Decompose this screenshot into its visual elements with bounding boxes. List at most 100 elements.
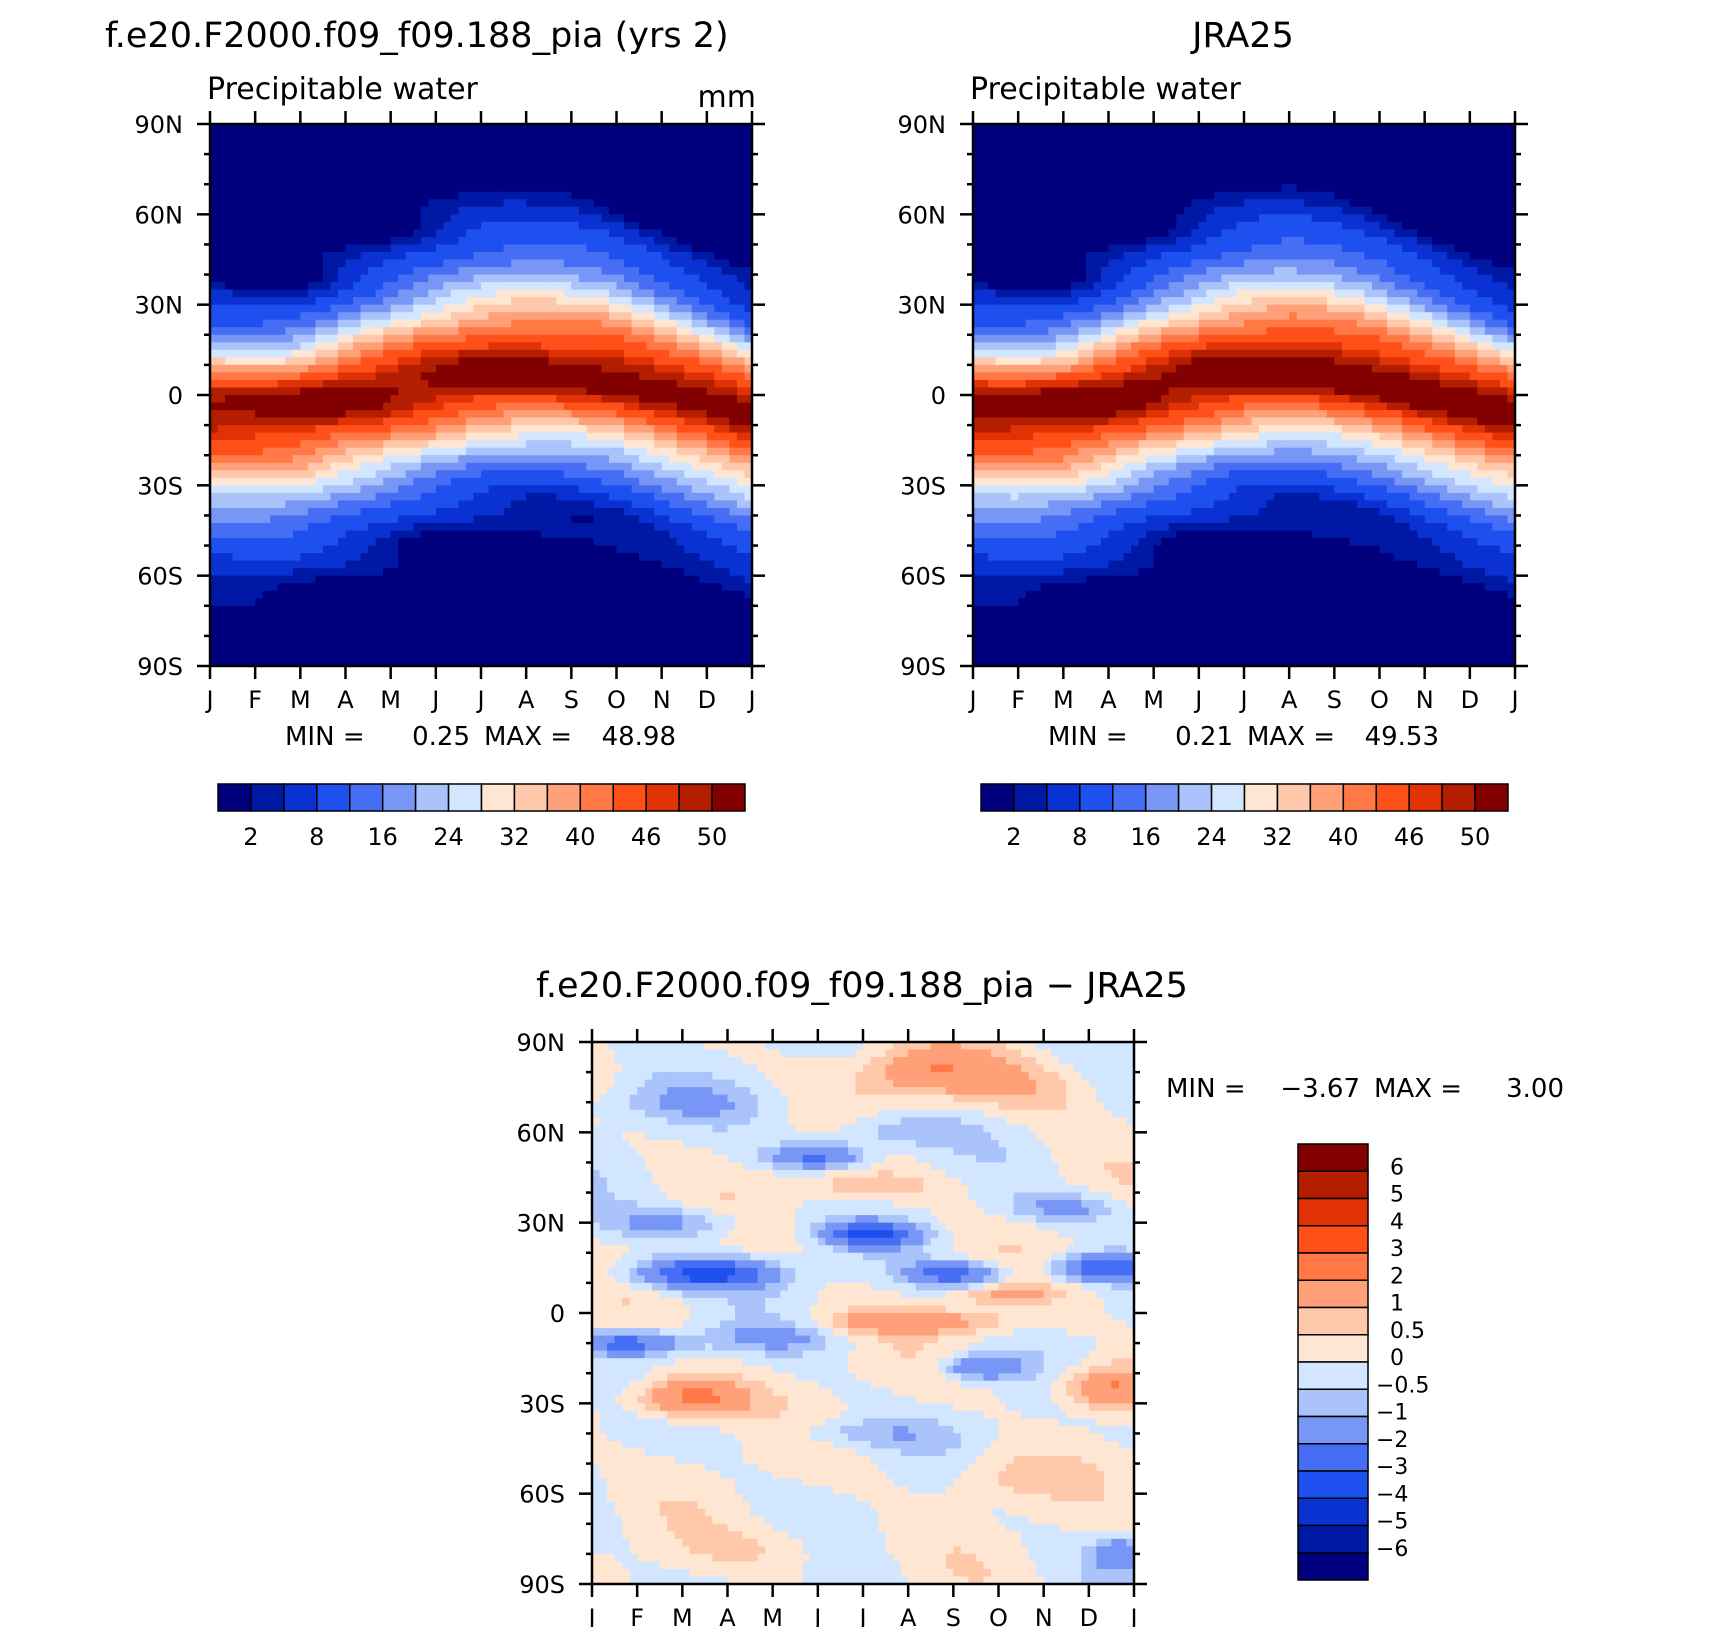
panel-model-cell (383, 613, 392, 622)
panel-model-cell (744, 327, 753, 336)
panel-model-cell (232, 440, 241, 449)
panel-model-cell (375, 635, 384, 645)
panel-model-cell (225, 221, 234, 230)
panel-model-cell (691, 553, 700, 562)
panel-model-cell (676, 553, 685, 562)
panel-model-cell (518, 477, 527, 486)
panel-model-cell (586, 244, 595, 253)
panel-model-cell (526, 297, 535, 306)
panel-model-cell (210, 161, 219, 170)
panel-model-cell (744, 620, 753, 629)
panel-model-cell (383, 251, 392, 261)
panel-model-cell (337, 124, 347, 133)
panel-model-cell (307, 470, 316, 479)
panel-model-cell (375, 560, 384, 569)
panel-model-cell (571, 590, 580, 599)
panel-model-cell (315, 447, 324, 456)
panel-model-cell (706, 364, 715, 374)
panel-model-cell (345, 432, 354, 441)
panel-model-cell (684, 304, 693, 313)
panel-model-cell (353, 432, 362, 441)
panel-model-cell (353, 613, 362, 622)
panel-model-cell (571, 304, 580, 313)
panel-model-cell (473, 485, 482, 494)
panel-model-cell (450, 635, 460, 645)
panel-model-cell (413, 477, 422, 486)
panel-model-cell (300, 477, 309, 486)
panel-model-cell (601, 364, 610, 374)
panel-model-cell (541, 334, 550, 343)
panel-model-cell (729, 379, 738, 389)
panel-model-cell (586, 583, 595, 592)
panel-model-cell (541, 432, 550, 441)
panel-model-cell (669, 251, 678, 261)
panel-model-cell (270, 387, 279, 396)
panel-model-cell (360, 447, 369, 456)
panel-model-cell (526, 184, 535, 193)
panel-model-cell (556, 357, 565, 366)
panel-model-cell (390, 229, 399, 238)
panel-model-cell (608, 613, 618, 622)
panel-model-cell (548, 635, 557, 645)
panel-model-cell (383, 342, 392, 351)
panel-model-cell (631, 583, 640, 592)
panel-model-cell (428, 522, 437, 532)
panel-model-cell (270, 575, 279, 584)
panel-model-cell (285, 620, 294, 629)
panel-model-cell (639, 477, 648, 486)
panel-model-cell (639, 402, 648, 411)
panel-model-cell (691, 146, 700, 155)
panel-model-cell (533, 598, 542, 607)
panel-model-cell (631, 229, 640, 238)
panel-model-cell (488, 628, 497, 637)
panel-model-cell (518, 455, 527, 464)
panel-model-cell (217, 297, 226, 306)
panel-model-cell (631, 538, 640, 547)
panel-model-cell (616, 289, 625, 298)
panel-model-cell (631, 462, 640, 471)
panel-model-cell (217, 605, 226, 614)
panel-model-cell (684, 191, 693, 200)
panel-model-cell (661, 297, 670, 306)
panel-model-cell (322, 131, 332, 140)
panel-model-cell (210, 492, 219, 501)
panel-model-cell (714, 522, 723, 532)
panel-model-cell (390, 598, 399, 607)
panel-model-cell (563, 184, 572, 193)
panel-model-cell (247, 334, 256, 343)
panel-model-cell (270, 455, 279, 464)
panel-model-cell (353, 372, 362, 381)
panel-model-cell (420, 598, 429, 607)
panel-model-cell (646, 319, 655, 328)
panel-model-cell (699, 342, 708, 351)
panel-model-cell (398, 402, 407, 411)
panel-model-cell (368, 304, 377, 313)
panel-model-cell (247, 470, 256, 479)
panel-model-cell (240, 425, 249, 434)
panel-model-cell (285, 492, 294, 501)
panel-model-cell (405, 530, 414, 539)
panel-model-cell (270, 462, 279, 471)
panel-model-cell (563, 477, 572, 486)
panel-model-cell (307, 440, 316, 449)
panel-model-cell (736, 274, 746, 283)
panel-model-cell (714, 417, 723, 426)
panel-model-cell (684, 417, 693, 426)
panel-model-cell (541, 364, 550, 374)
panel-model-cell (744, 169, 753, 178)
panel-model-cell (691, 319, 700, 328)
panel-model-cell (450, 267, 460, 276)
panel-model-cell (511, 327, 520, 336)
panel-model-cell (398, 154, 407, 163)
panel-model-cell (240, 402, 249, 411)
panel-model-cell (729, 613, 738, 622)
panel-model-cell (210, 236, 219, 246)
panel-model-cell (270, 191, 279, 200)
panel-model-cell (541, 214, 550, 223)
panel-model-cell (593, 214, 603, 223)
panel-model-cell (586, 267, 595, 276)
panel-model-cell (586, 417, 595, 426)
panel-model-cell (405, 538, 414, 547)
panel-model-cell (676, 221, 685, 230)
panel-model-cell (450, 560, 460, 569)
